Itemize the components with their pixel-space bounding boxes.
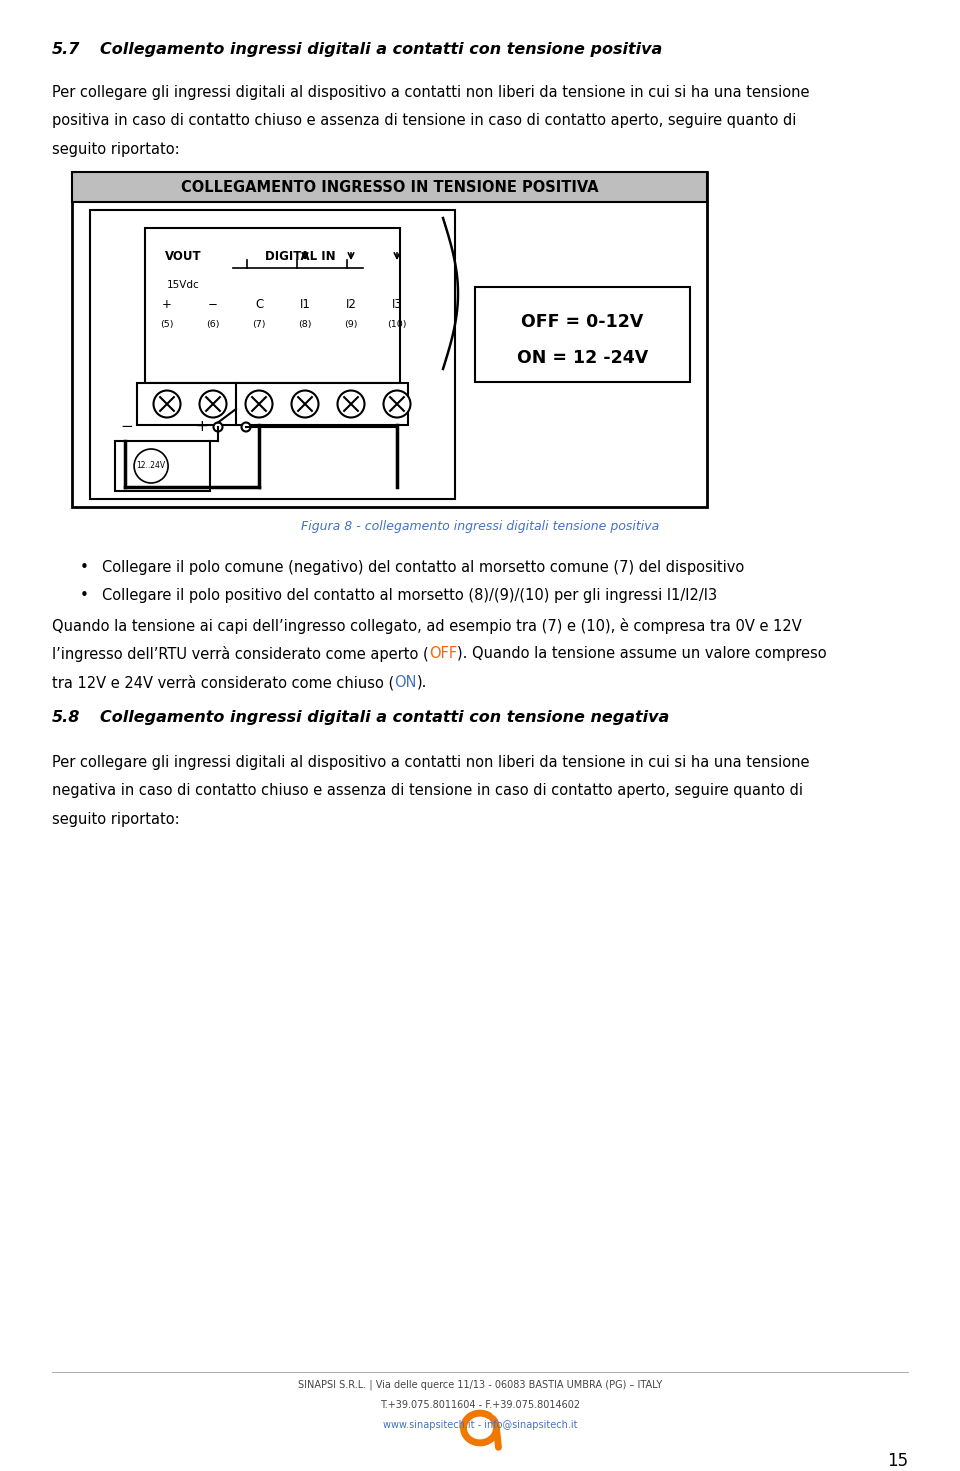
Text: Quando la tensione ai capi dell’ingresso collegato, ad esempio tra (7) e (10), è: Quando la tensione ai capi dell’ingresso… [52, 618, 802, 634]
Polygon shape [137, 382, 408, 425]
Circle shape [213, 422, 223, 431]
Text: positiva in caso di contatto chiuso e assenza di tensione in caso di contatto ap: positiva in caso di contatto chiuso e as… [52, 113, 797, 128]
Circle shape [246, 390, 273, 418]
Text: 5.8: 5.8 [52, 710, 81, 725]
Text: Collegamento ingressi digitali a contatti con tensione negativa: Collegamento ingressi digitali a contatt… [100, 710, 669, 725]
Text: (5): (5) [160, 321, 174, 330]
Text: negativa in caso di contatto chiuso e assenza di tensione in caso di contatto ap: negativa in caso di contatto chiuso e as… [52, 784, 803, 799]
Text: ). Quando la tensione assume un valore compreso: ). Quando la tensione assume un valore c… [457, 646, 827, 662]
Text: (10): (10) [387, 321, 407, 330]
Circle shape [338, 390, 365, 418]
Text: Collegare il polo positivo del contatto al morsetto (8)/(9)/(10) per gli ingress: Collegare il polo positivo del contatto … [102, 588, 717, 603]
Circle shape [200, 390, 227, 418]
Text: seguito riportato:: seguito riportato: [52, 812, 180, 827]
Text: 15Vdc: 15Vdc [167, 279, 200, 290]
Text: T.+39.075.8011604 - F.+39.075.8014602: T.+39.075.8011604 - F.+39.075.8014602 [380, 1400, 580, 1411]
Text: Per collegare gli ingressi digitali al dispositivo a contatti non liberi da tens: Per collegare gli ingressi digitali al d… [52, 755, 809, 769]
Text: www.sinapsitech.it - info@sinapsitech.it: www.sinapsitech.it - info@sinapsitech.it [383, 1420, 577, 1430]
Text: ).: ). [417, 675, 427, 690]
Circle shape [134, 449, 168, 482]
Text: SINAPSI S.R.L. | Via delle querce 11/13 - 06083 BASTIA UMBRA (PG) – ITALY: SINAPSI S.R.L. | Via delle querce 11/13 … [298, 1380, 662, 1390]
Text: Per collegare gli ingressi digitali al dispositivo a contatti non liberi da tens: Per collegare gli ingressi digitali al d… [52, 85, 809, 100]
Text: DIGITAL IN: DIGITAL IN [265, 250, 335, 263]
Text: +: + [196, 419, 208, 434]
Text: +: + [162, 299, 172, 310]
Polygon shape [90, 210, 455, 499]
Text: ON: ON [395, 675, 417, 690]
Text: C: C [254, 299, 263, 310]
Text: I2: I2 [346, 299, 356, 310]
Text: COLLEGAMENTO INGRESSO IN TENSIONE POSITIVA: COLLEGAMENTO INGRESSO IN TENSIONE POSITI… [180, 179, 598, 194]
Text: l’ingresso dell’RTU verrà considerato come aperto (: l’ingresso dell’RTU verrà considerato co… [52, 646, 429, 662]
Text: −: − [208, 299, 218, 310]
Text: 5.7: 5.7 [52, 43, 81, 57]
Text: seguito riportato:: seguito riportato: [52, 143, 180, 157]
Text: (8): (8) [299, 321, 312, 330]
Text: I1: I1 [300, 299, 310, 310]
Polygon shape [72, 172, 707, 202]
Polygon shape [475, 287, 690, 382]
Text: •: • [80, 560, 89, 575]
Polygon shape [115, 441, 210, 491]
Text: (7): (7) [252, 321, 266, 330]
Text: VOUT: VOUT [165, 250, 202, 263]
Text: Collegare il polo comune (negativo) del contatto al morsetto comune (7) del disp: Collegare il polo comune (negativo) del … [102, 560, 744, 575]
Text: 12..24V: 12..24V [136, 462, 166, 471]
Text: Collegamento ingressi digitali a contatti con tensione positiva: Collegamento ingressi digitali a contatt… [100, 43, 662, 57]
Circle shape [383, 390, 411, 418]
Text: •: • [80, 588, 89, 603]
Text: (6): (6) [206, 321, 220, 330]
Circle shape [154, 390, 180, 418]
Text: I3: I3 [392, 299, 402, 310]
Text: OFF = 0-12V: OFF = 0-12V [521, 313, 644, 331]
Text: tra 12V e 24V verrà considerato come chiuso (: tra 12V e 24V verrà considerato come chi… [52, 675, 395, 690]
Circle shape [292, 390, 319, 418]
Text: −: − [121, 419, 133, 434]
Text: 15: 15 [887, 1452, 908, 1470]
Text: ON = 12 -24V: ON = 12 -24V [516, 349, 648, 366]
Text: (9): (9) [345, 321, 358, 330]
Circle shape [242, 422, 251, 431]
Polygon shape [145, 228, 400, 382]
Text: OFF: OFF [429, 646, 457, 662]
Text: Figura 8 - collegamento ingressi digitali tensione positiva: Figura 8 - collegamento ingressi digital… [300, 521, 660, 533]
